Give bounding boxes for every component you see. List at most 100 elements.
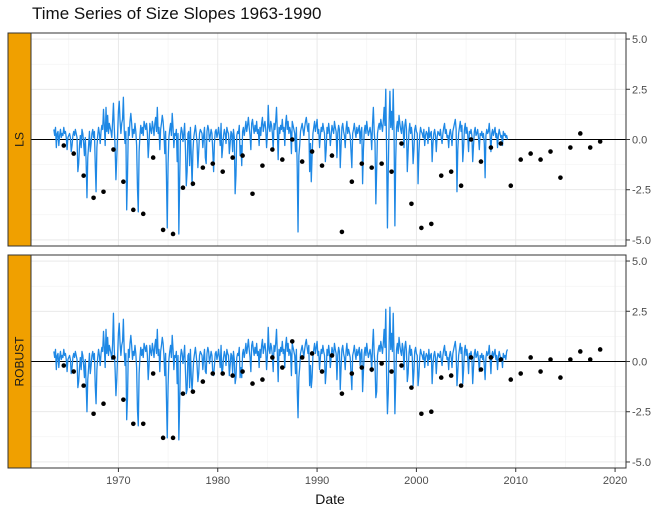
data-point	[270, 147, 275, 152]
data-point	[220, 371, 226, 376]
data-point	[508, 183, 514, 189]
facet-strip	[7, 254, 32, 469]
data-point	[359, 161, 365, 166]
data-point	[339, 229, 345, 235]
data-point	[240, 369, 245, 374]
data-point	[319, 369, 325, 374]
data-point	[419, 225, 424, 231]
x-tick-label: 2010	[503, 475, 527, 487]
data-point	[587, 357, 593, 362]
data-point	[438, 173, 444, 178]
data-point	[399, 141, 404, 146]
data-point	[468, 355, 474, 360]
data-point	[111, 147, 116, 152]
x-tick-label: 2020	[603, 475, 627, 487]
x-tick-label: 2000	[404, 475, 428, 487]
data-point	[498, 141, 504, 146]
data-point	[210, 161, 216, 166]
data-point	[140, 211, 146, 217]
data-point	[131, 207, 136, 213]
data-point	[250, 191, 255, 197]
data-point	[458, 183, 464, 189]
data-point	[409, 201, 414, 207]
data-point	[399, 363, 404, 368]
data-point	[101, 401, 106, 406]
y-tick-label: 5.0	[632, 34, 647, 46]
y-tick-label: 2.5	[632, 84, 647, 96]
y-tick-label: 2.5	[632, 306, 647, 318]
data-point	[260, 377, 265, 382]
data-point	[528, 355, 533, 360]
data-point	[468, 137, 474, 142]
data-point	[488, 355, 494, 360]
data-point	[488, 145, 494, 150]
data-point	[548, 357, 553, 362]
data-point	[448, 373, 454, 378]
data-point	[429, 409, 434, 415]
data-point	[280, 157, 285, 162]
data-point	[379, 161, 384, 166]
data-point	[538, 369, 543, 374]
data-point	[289, 137, 295, 142]
data-point	[329, 353, 335, 358]
data-point	[131, 421, 136, 427]
y-tick-label: -2.5	[632, 407, 651, 419]
data-point	[309, 351, 315, 356]
data-point	[220, 169, 226, 174]
data-point	[409, 385, 414, 390]
data-point	[190, 181, 196, 187]
data-point	[389, 369, 394, 374]
panel-robust: ROBUST -5.0 -2.5 0.0 2.5 5.0	[7, 254, 651, 469]
data-point	[319, 163, 325, 168]
chart-title: Time Series of Size Slopes 1963-1990	[32, 4, 322, 23]
data-point	[280, 365, 285, 370]
data-point	[240, 153, 245, 158]
data-point	[309, 149, 315, 154]
data-point	[498, 357, 504, 362]
data-point	[518, 371, 524, 376]
y-tick-label: -5.0	[632, 235, 651, 247]
data-point	[200, 379, 206, 384]
facet-strip-label: ROBUST	[13, 336, 27, 387]
panel-ls: LS -5.0 -2.5 0.0 2.5 5.0	[7, 32, 651, 247]
data-point	[121, 179, 126, 184]
data-point	[568, 145, 573, 150]
data-point	[91, 411, 96, 417]
data-point	[587, 145, 593, 150]
data-point	[160, 227, 166, 233]
data-point	[210, 371, 216, 376]
data-point	[101, 189, 106, 195]
data-point	[448, 169, 454, 174]
data-point	[329, 153, 335, 158]
data-point	[200, 165, 206, 170]
data-point	[140, 421, 146, 427]
facet-strip	[7, 32, 32, 247]
data-point	[111, 355, 116, 360]
data-point	[81, 173, 86, 178]
data-point	[568, 357, 573, 362]
data-point	[508, 377, 514, 382]
data-point	[438, 375, 444, 380]
data-point	[230, 373, 235, 378]
data-point	[369, 367, 375, 372]
data-point	[150, 155, 156, 160]
data-point	[270, 355, 275, 360]
x-axis: 1970 1980 1990 2000 2010 2020	[106, 468, 627, 487]
data-point	[518, 157, 524, 162]
data-point	[121, 397, 126, 402]
data-point	[339, 391, 345, 396]
x-axis-title: Date	[315, 491, 345, 507]
data-point	[230, 155, 235, 160]
data-point	[379, 361, 384, 366]
y-tick-label: 0.0	[632, 135, 647, 147]
data-point	[458, 383, 464, 388]
data-point	[478, 367, 484, 372]
data-point	[91, 195, 96, 201]
x-tick-label: 1970	[106, 475, 130, 487]
data-point	[578, 349, 583, 354]
x-tick-label: 1990	[305, 475, 329, 487]
y-tick-label: 0.0	[632, 357, 647, 369]
data-point	[71, 151, 77, 156]
data-point	[478, 159, 484, 164]
